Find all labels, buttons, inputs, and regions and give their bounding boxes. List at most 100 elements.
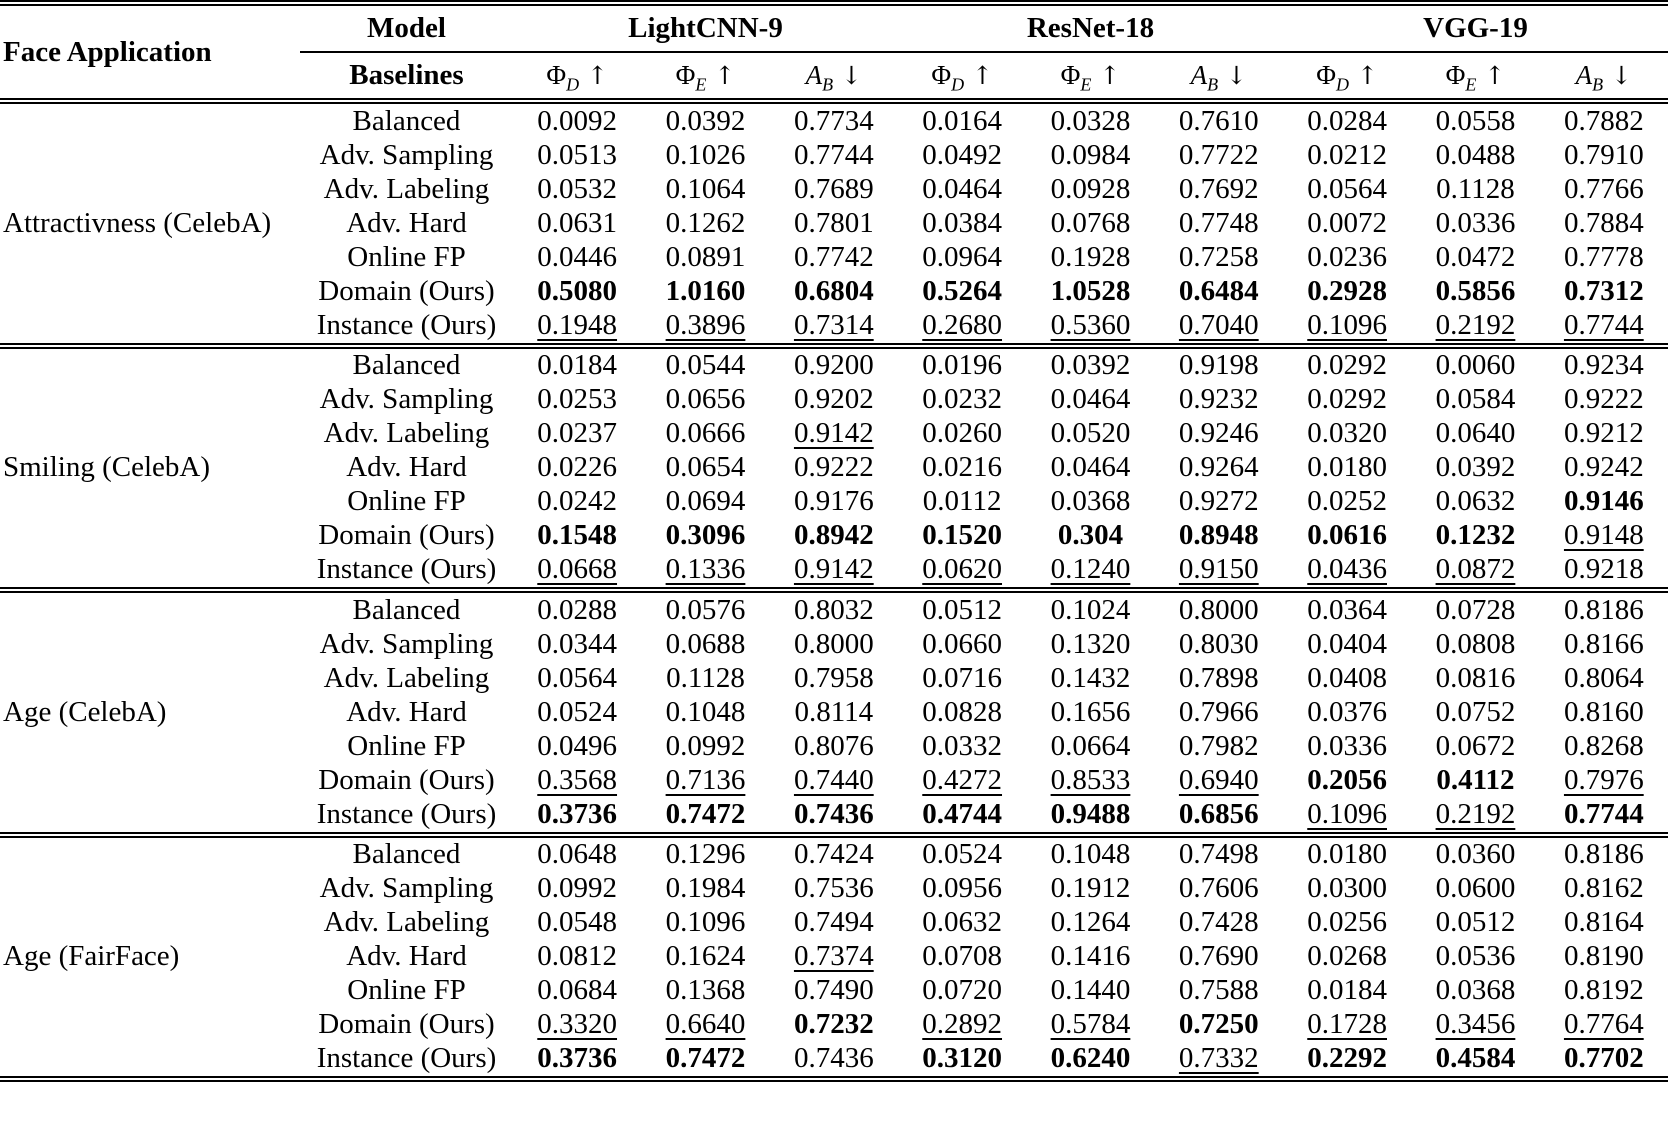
metric-cell: 0.0768 xyxy=(1026,206,1154,240)
metric-cell: 0.0513 xyxy=(513,138,641,172)
metric-value: 0.3736 xyxy=(537,797,618,830)
metric-value: 0.0992 xyxy=(537,872,618,905)
metric-value: 0.7606 xyxy=(1178,872,1259,905)
metric-cell: 0.1232 xyxy=(1411,519,1539,553)
metric-value: 0.0472 xyxy=(1435,240,1516,273)
metric-value: 0.0408 xyxy=(1307,661,1387,694)
metric-value: 0.8166 xyxy=(1563,627,1644,660)
baseline-row-label: Domain (Ours) xyxy=(318,519,495,552)
metric-cell: 0.8076 xyxy=(770,729,898,763)
metric-value: 0.1264 xyxy=(1050,906,1131,939)
metric-cell: 0.6640 xyxy=(641,1008,769,1042)
model-name-resnet-18: ResNet-18 xyxy=(897,3,1283,53)
metric-cell: 0.4584 xyxy=(1411,1042,1539,1079)
metric-value: 0.0728 xyxy=(1435,593,1516,626)
metric-value: 0.0404 xyxy=(1307,627,1387,660)
metric-value: 0.8162 xyxy=(1563,872,1644,905)
metric-value: 0.0242 xyxy=(537,485,618,518)
metric-value: 0.0812 xyxy=(537,940,618,973)
metric-cell: 0.9222 xyxy=(1540,383,1668,417)
metric-cell: 0.1948 xyxy=(513,308,641,345)
metric-value: 0.0513 xyxy=(537,138,618,171)
metric-cell: 0.0368 xyxy=(1411,974,1539,1008)
metric-value: 0.0376 xyxy=(1307,695,1387,728)
metric-value: 0.7472 xyxy=(665,797,746,830)
metric-cell: 0.0872 xyxy=(1411,553,1539,590)
metric-value: 0.0564 xyxy=(1307,172,1387,205)
metric-value: 1.0160 xyxy=(665,274,746,307)
metric-cell: 0.7440 xyxy=(770,763,898,797)
metric-cell: 0.9200 xyxy=(770,346,898,383)
metric-cell: 0.0216 xyxy=(898,451,1026,485)
metric-cell: 0.7472 xyxy=(641,797,769,834)
table-row: Age (CelebA) Balanced 0.0288 0.0576 0.8032 0.… xyxy=(0,590,1668,728)
metric-cell: 0.0632 xyxy=(1411,485,1539,519)
table-row: Online FP 0.0684 0.1368 0.7490 0.0720 0.1440 0… xyxy=(0,974,1668,1008)
metric-cell: 0.7764 xyxy=(1540,1008,1668,1042)
metric-value: 0.0520 xyxy=(1050,417,1131,450)
metric-cell: 0.0640 xyxy=(1411,417,1539,451)
metric-cell: 0.0684 xyxy=(513,974,641,1008)
metric-value: 0.8192 xyxy=(1563,974,1644,1007)
metric-cell: 0.0212 xyxy=(1283,138,1411,172)
metric-value: 0.0654 xyxy=(665,451,746,484)
metric-value: 0.7494 xyxy=(793,906,874,939)
metric-cell: 0.1096 xyxy=(1283,797,1411,834)
metric-value: 0.4272 xyxy=(922,763,1003,796)
metric-value: 0.7966 xyxy=(1178,695,1259,728)
metric-cell: 0.1336 xyxy=(641,553,769,590)
metric-value: 0.6856 xyxy=(1178,797,1259,830)
up-arrow-icon: ↑ xyxy=(579,61,608,90)
metric-cell: 0.0464 xyxy=(1026,383,1154,417)
metric-cell: 0.3896 xyxy=(641,308,769,345)
metric-value: 0.7610 xyxy=(1178,104,1259,137)
results-table: Face Application Model LightCNN-9 ResNet… xyxy=(0,0,1668,1082)
metric-value: 0.3120 xyxy=(922,1042,1003,1075)
metric-cell: 0.9142 xyxy=(770,417,898,451)
metric-cell: 0.0368 xyxy=(1026,485,1154,519)
metric-cell: 0.6804 xyxy=(770,274,898,308)
metric-cell: 0.0524 xyxy=(898,835,1026,872)
metric-value: 0.3320 xyxy=(537,1008,618,1041)
metric-cell: 0.0891 xyxy=(641,240,769,274)
metric-cell: 0.0292 xyxy=(1283,383,1411,417)
metric-cell: 0.8942 xyxy=(770,519,898,553)
table-row: Adv. Sampling 0.0253 0.0656 0.9202 0.0232 0.0… xyxy=(0,383,1668,417)
metric-value: 0.0112 xyxy=(922,485,1002,518)
metric-value: 0.8948 xyxy=(1178,519,1259,552)
metric-value: 0.0492 xyxy=(922,138,1003,171)
metric-cell: 0.7232 xyxy=(770,1008,898,1042)
metric-value: 0.0808 xyxy=(1435,627,1516,660)
metric-cell: 0.1656 xyxy=(1026,695,1154,729)
table-row: Adv. Hard 0.0812 0.1624 0.7374 0.0708 0.1416 0… xyxy=(0,940,1668,974)
metric-value: 0.7742 xyxy=(793,240,874,273)
metric-cell: 0.0300 xyxy=(1283,872,1411,906)
metric-cell: 0.0656 xyxy=(641,383,769,417)
metric-value: 0.1984 xyxy=(665,872,746,905)
metric-cell: 0.9246 xyxy=(1155,417,1283,451)
metric-value: 0.6804 xyxy=(793,274,874,307)
baseline-row-label: Adv. Sampling xyxy=(319,627,494,660)
metric-value: 0.1128 xyxy=(666,661,745,694)
metric-value: 0.0664 xyxy=(1050,729,1131,762)
baseline-row-label: Adv. Sampling xyxy=(319,138,494,171)
metric-cell: 0.3320 xyxy=(513,1008,641,1042)
table-row: Adv. Labeling 0.0237 0.0666 0.9142 0.0260 0.0… xyxy=(0,417,1668,451)
metric-cell: 0.9202 xyxy=(770,383,898,417)
metric-value: 0.0684 xyxy=(537,974,618,1007)
metric-cell: 0.6940 xyxy=(1155,763,1283,797)
metric-value: 0.2928 xyxy=(1307,274,1387,307)
metric-cell: 0.0232 xyxy=(898,383,1026,417)
up-arrow-icon: ↑ xyxy=(1349,61,1378,90)
metric-header-a-b-lightcnn-9: AB ↓ xyxy=(805,60,863,95)
baseline-row-label: Instance (Ours) xyxy=(316,553,497,586)
metric-cell: 0.7689 xyxy=(770,172,898,206)
metric-value: 0.9272 xyxy=(1178,485,1259,518)
metric-cell: 0.0237 xyxy=(513,417,641,451)
metric-value: 0.7314 xyxy=(793,308,874,341)
metric-cell: 0.7436 xyxy=(770,797,898,834)
metric-cell: 0.0376 xyxy=(1283,695,1411,729)
metric-value: 0.0292 xyxy=(1307,349,1387,382)
table-header: Face Application Model LightCNN-9 ResNet… xyxy=(0,3,1668,101)
